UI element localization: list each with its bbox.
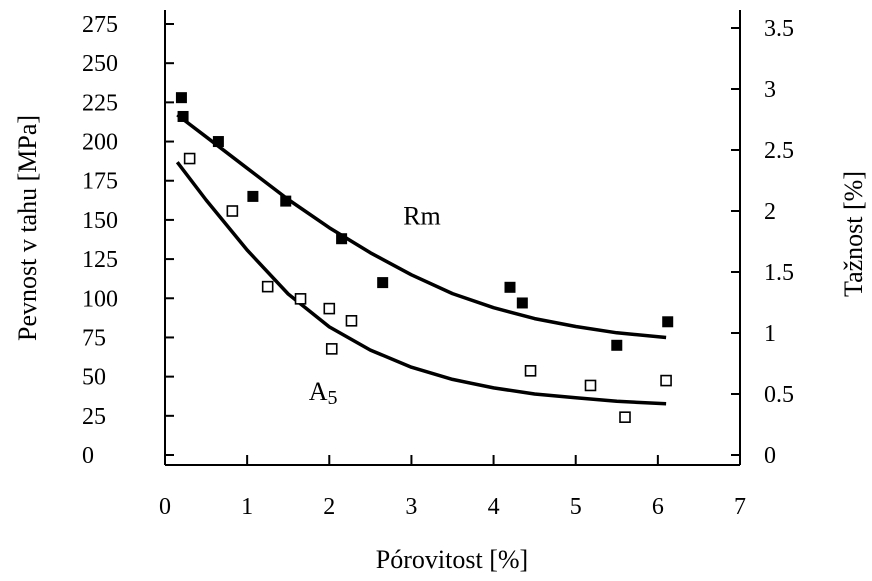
left-y-tick-label: 100 xyxy=(82,286,118,312)
data-point-rm xyxy=(516,297,528,309)
data-point-rm xyxy=(280,195,292,207)
data-point-a5 xyxy=(524,365,537,377)
right-y-axis-ticks: 0 0.5 1 1.5 2 2.5 3 3.5 xyxy=(731,16,794,469)
x-tick-label: 6 xyxy=(652,494,664,520)
fit-curve-rm xyxy=(176,113,667,340)
right-y-tick-label: 3.5 xyxy=(764,16,794,42)
curve-labels: Rm A5 xyxy=(309,202,441,410)
left-y-tick-label: 50 xyxy=(82,365,106,391)
data-point-rm xyxy=(336,233,348,245)
right-y-tick-label: 0.5 xyxy=(764,382,794,408)
left-y-tick-label: 125 xyxy=(82,247,118,273)
data-point-rm xyxy=(247,190,259,202)
data-point-rm xyxy=(177,110,189,122)
x-tick-label: 7 xyxy=(734,494,746,520)
data-point-rm xyxy=(175,92,187,104)
x-tick-label: 5 xyxy=(570,494,582,520)
left-y-tick-label: 150 xyxy=(82,208,118,234)
left-y-tick-label: 225 xyxy=(82,90,118,116)
left-y-tick-label: 75 xyxy=(82,325,106,351)
data-point-rm xyxy=(504,281,516,293)
data-point-a5 xyxy=(226,205,239,217)
right-y-tick-label: 0 xyxy=(764,443,776,469)
plot-frame xyxy=(164,10,741,466)
data-point-rm xyxy=(212,136,224,148)
x-axis-title: Pórovitost [%] xyxy=(376,545,528,574)
left-y-tick-label: 175 xyxy=(82,169,118,195)
fit-curve-a5 xyxy=(175,161,667,406)
data-point-a5 xyxy=(261,280,274,293)
left-y-tick-label: 0 xyxy=(82,443,94,469)
x-axis-ticks: 0 1 2 3 4 5 6 7 xyxy=(159,455,746,520)
right-y-tick-label: 3 xyxy=(764,77,776,103)
data-point-rm xyxy=(611,339,623,351)
left-y-axis-title: Pevnost v tahu [MPa] xyxy=(13,115,42,341)
data-point-a5 xyxy=(323,302,336,315)
data-point-a5 xyxy=(660,374,672,387)
data-point-a5 xyxy=(325,343,338,355)
right-y-axis-title: Tažnost [%] xyxy=(839,171,868,297)
x-tick-label: 2 xyxy=(323,494,335,520)
fit-curves xyxy=(175,113,667,406)
right-y-tick-label: 1.5 xyxy=(764,260,794,286)
left-y-tick-label: 250 xyxy=(82,51,118,77)
data-point-a5 xyxy=(619,411,631,423)
curve-label-rm: Rm xyxy=(403,202,441,231)
data-point-a5 xyxy=(183,152,196,165)
data-point-a5 xyxy=(584,379,597,392)
data-point-rm xyxy=(662,316,674,328)
left-y-tick-label: 25 xyxy=(82,404,106,430)
data-point-a5 xyxy=(345,314,358,327)
x-tick-label: 3 xyxy=(405,494,417,520)
right-y-tick-label: 2.5 xyxy=(764,138,794,164)
x-tick-label: 4 xyxy=(488,494,500,520)
data-point-a5 xyxy=(294,293,307,305)
left-y-tick-label: 275 xyxy=(82,12,118,38)
data-point-rm xyxy=(377,277,389,289)
right-y-tick-label: 2 xyxy=(764,199,776,225)
x-tick-label: 1 xyxy=(241,494,253,520)
curve-label-a5: A5 xyxy=(309,377,338,409)
left-y-axis-ticks: 0 25 50 75 100 125 150 175 200 225 250 275 xyxy=(82,12,174,469)
right-y-tick-label: 1 xyxy=(764,321,776,347)
data-points xyxy=(175,92,674,423)
x-tick-label: 0 xyxy=(159,494,171,520)
left-y-tick-label: 200 xyxy=(82,130,118,156)
